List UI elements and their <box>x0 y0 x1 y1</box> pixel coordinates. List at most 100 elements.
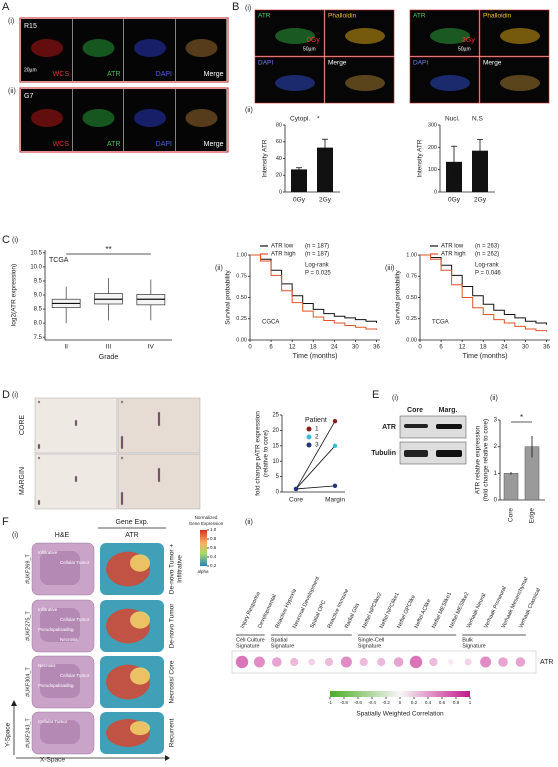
correlation-dot <box>290 657 299 667</box>
x-tick-label: 24 <box>501 345 508 351</box>
x-axis-label: Grade <box>99 354 119 361</box>
channel-label: ATR <box>107 71 120 78</box>
legend-swatch <box>306 442 312 448</box>
y-tick-label: 60 <box>276 139 282 145</box>
x-tick-label: Core <box>508 508 515 522</box>
column-header: ATR <box>125 532 138 539</box>
label: (ii) <box>490 395 498 402</box>
x-tick-label: 24 <box>331 345 338 351</box>
sample-label: R15 <box>24 23 37 30</box>
nucleus <box>157 411 161 415</box>
annotation: P = 0.025 <box>305 271 331 277</box>
label: (ii) <box>8 88 16 95</box>
blot-band <box>436 450 462 457</box>
panel-letter: A <box>2 1 10 13</box>
row-label: ATR <box>540 659 553 666</box>
legend-label: ATR low <box>271 244 294 250</box>
cell-signal <box>134 39 166 57</box>
label: (i) <box>8 18 14 25</box>
channel-label: DAPI <box>413 60 428 67</box>
x-tick-label: Core <box>289 497 303 504</box>
nucleus <box>37 499 41 503</box>
x-tick-label: 12 <box>459 345 466 351</box>
cell-signal <box>275 28 315 44</box>
annotation: TCGA <box>432 320 449 326</box>
he-section-dark <box>40 608 80 642</box>
sample-group: De-novo Tumor + <box>169 544 176 595</box>
label: (i) <box>245 5 251 12</box>
arrow-head <box>11 700 17 706</box>
correlation-dot <box>393 657 404 667</box>
x-tick-label: 0Gy <box>293 197 306 204</box>
column-header: Gene Exp. <box>115 519 148 526</box>
y-axis-label: (fold change relative to core) <box>483 419 490 501</box>
patient-line <box>295 485 336 490</box>
cell-signal <box>345 75 385 91</box>
colorbar-tick-label: 1 <box>469 700 472 705</box>
y-tick-label: 1.00 <box>406 252 417 258</box>
expression-hotspot <box>130 667 150 685</box>
legend-label: (n = 187) <box>305 252 329 258</box>
region-label: Necrosis <box>60 637 78 642</box>
colorbar-tick-label: -1 <box>328 700 332 705</box>
cell-signal <box>31 39 63 57</box>
y-tick-label: 1 <box>494 471 498 477</box>
y-axis-label: (relative to core) <box>263 430 270 477</box>
y-axis-label: fold change pATR expression <box>255 411 262 496</box>
survival-curve <box>420 254 547 332</box>
legend-swatch <box>306 426 312 432</box>
x-tick-label: 6 <box>269 345 273 351</box>
scale-bar: 50µm <box>303 46 316 52</box>
image-frame <box>19 17 229 83</box>
correlation-dot <box>340 656 352 668</box>
expression-hotspot <box>130 721 150 736</box>
channel-label: Merge <box>204 141 224 148</box>
cell-signal <box>345 28 385 44</box>
region-label: Pseudopalisading <box>38 683 74 688</box>
axis-label: X-Space <box>40 757 65 764</box>
nucleus <box>74 475 78 479</box>
axis-label: Y-Space <box>5 722 12 747</box>
correlation-dot <box>377 657 386 667</box>
y-tick-label: 0.75 <box>236 274 247 280</box>
sample-group: Recurrent <box>169 719 176 748</box>
y-tick-label: 0 <box>276 490 280 496</box>
correlation-dot <box>324 657 334 667</box>
y-tick-label: 300 <box>428 122 437 128</box>
channel-label: WCS <box>53 71 70 78</box>
x-tick-label: 6 <box>439 345 443 351</box>
colorbar-tick-label: 0.8 <box>210 536 217 541</box>
x-tick-label: Margin <box>325 497 345 504</box>
y-tick-label: 20 <box>272 428 279 434</box>
column-header: H&E <box>55 532 70 539</box>
bar <box>291 169 307 192</box>
legend-label: (n = 263) <box>475 244 499 250</box>
channel-label: Phalloidin <box>483 13 512 20</box>
x-tick-label: IV <box>148 344 155 351</box>
bar <box>317 147 333 192</box>
legend-label: 3 <box>315 442 319 449</box>
correlation-dot <box>448 659 454 665</box>
x-tick-label: 18 <box>310 345 317 351</box>
cell-signal <box>275 75 315 91</box>
arrow-head <box>165 755 170 761</box>
expression-hotspot <box>130 554 150 572</box>
correlation-dot <box>409 655 423 669</box>
chart-title: TCGA <box>49 257 69 264</box>
sample-id: #UKF275_T <box>25 611 31 641</box>
group-label: Signature <box>236 643 260 649</box>
colorbar-tick-label: 0.4 <box>210 554 217 559</box>
cell-signal <box>31 109 63 127</box>
blot-band <box>436 424 462 429</box>
he-section-dark <box>40 664 80 698</box>
sample-label: G7 <box>24 93 33 100</box>
y-tick-label: 0.50 <box>236 295 247 301</box>
x-tick-label: 30 <box>522 345 529 351</box>
y-tick-label: 80 <box>276 122 282 128</box>
colorbar-tick-label: -0.6 <box>354 700 362 705</box>
panel-letter: C <box>2 234 10 246</box>
panel-letter: E <box>372 389 379 401</box>
y-tick-label: 8.0 <box>34 321 43 327</box>
y-tick-label: 0.00 <box>406 337 417 343</box>
colorbar-tick-label: 0.6 <box>439 700 446 705</box>
